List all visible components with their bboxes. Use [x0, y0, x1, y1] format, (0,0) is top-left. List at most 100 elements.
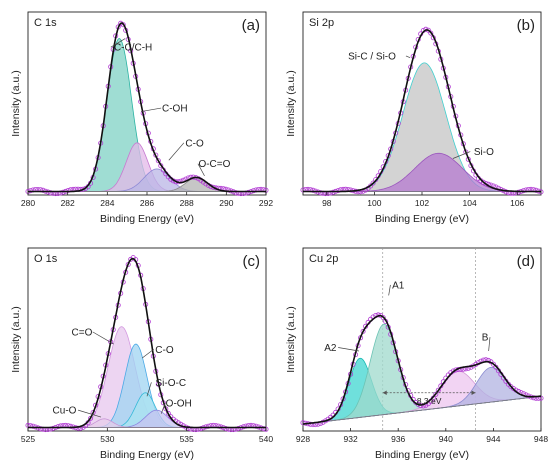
x-tick-label-0: 525 [21, 434, 35, 444]
peak-label-0: C-C/C-H [114, 43, 152, 54]
data-point-52 [155, 158, 161, 164]
background-line [302, 395, 542, 425]
peak-label-1: Si-O [474, 147, 494, 158]
data-point-19 [348, 187, 354, 193]
data-point-83 [233, 190, 239, 196]
x-tick-label-5: 290 [219, 198, 233, 208]
x-axis-label: Binding Energy (eV) [100, 213, 194, 225]
peak-leader-3 [160, 403, 166, 414]
peak-label-0: Si-C / Si-O [348, 51, 396, 62]
peak-leader-0 [405, 55, 411, 58]
y-axis-label: Intensity (a.u.) [285, 306, 297, 373]
data-point-76 [490, 361, 496, 367]
data-point-74 [210, 184, 216, 190]
xps-chart-c: 525 530 535 540 Binding Energy (eV) Intensity… [10, 247, 273, 461]
panel-letter: (d) [517, 253, 535, 270]
corner-label: Si 2p [309, 17, 334, 29]
peak-leader-0 [92, 331, 114, 345]
corner-label: O 1s [34, 253, 58, 265]
plot-frame [27, 247, 267, 432]
data-point-93 [533, 187, 539, 193]
peak-label-4: Cu-O [53, 406, 77, 417]
x-axis-label: Binding Energy (eV) [375, 213, 469, 225]
data-point-22 [80, 186, 86, 192]
peak-leader-2 [488, 337, 491, 352]
x-tick-label-2: 102 [415, 198, 429, 208]
y-axis-label: Intensity (a.u.) [285, 70, 297, 137]
x-tick-label-2: 936 [391, 434, 405, 444]
data-point-53 [433, 391, 439, 397]
peak-leader-2 [168, 142, 185, 161]
data-point-51 [428, 30, 434, 36]
x-tick-label-1: 530 [100, 434, 114, 444]
x-tick-label-2: 535 [180, 434, 194, 444]
data-point-0 [300, 420, 306, 426]
panel-letter: (c) [243, 253, 261, 270]
data-point-12 [55, 424, 61, 430]
data-point-10 [50, 425, 56, 431]
data-point-72 [480, 179, 486, 185]
panel-a: 280 282 284 286 288 290 292 Binding Energy (eV)… [0, 0, 275, 235]
panel-letter: (b) [517, 17, 535, 34]
x-tick-label-4: 288 [180, 198, 194, 208]
data-point-28 [370, 180, 376, 186]
peak-label-1: C-O [155, 345, 174, 356]
data-point-73 [483, 180, 489, 186]
x-tick-label-4: 944 [486, 434, 500, 444]
data-point-81 [503, 189, 509, 195]
x-tick-label-3: 286 [140, 198, 154, 208]
data-point-32 [380, 315, 386, 321]
data-point-88 [245, 189, 251, 195]
data-point-86 [515, 189, 521, 195]
peak-label-2: C-O [185, 138, 204, 149]
panel-letter: (a) [242, 17, 260, 34]
peak-label-3: O-C=O [198, 159, 230, 170]
peak-leader-3 [197, 163, 205, 177]
xps-chart-a: 280 282 284 286 288 290 292 Binding Energy (eV)… [10, 11, 273, 225]
xps-chart-d: 928 932 936 940 944 948 Binding Energy (eV) Int… [285, 247, 548, 461]
y-axis-label: Intensity (a.u.) [10, 70, 22, 137]
data-point-47 [418, 403, 424, 409]
peak-leader-1 [142, 348, 154, 359]
peak-label-0: C=O [72, 327, 93, 338]
data-point-16 [65, 187, 71, 193]
peak-label-2: Si-O-C [156, 378, 187, 389]
envelope-fit-line [28, 22, 266, 193]
energy-span-arrow-left [382, 390, 387, 395]
data-point-61 [453, 367, 459, 373]
envelope-fit-line [28, 257, 266, 429]
peak-leader-4 [77, 409, 102, 418]
x-axis-label: Binding Energy (eV) [100, 449, 194, 461]
data-point-79 [223, 426, 229, 432]
x-axis-label: Binding Energy (eV) [375, 449, 469, 461]
corner-label: Cu 2p [309, 253, 338, 265]
peak-label-1: C-OH [162, 104, 188, 115]
data-point-64 [185, 425, 191, 431]
data-point-6 [40, 187, 46, 193]
data-point-14 [335, 188, 341, 194]
envelope-fit-line [303, 29, 541, 193]
xps-chart-b: 98 100 102 104 106 Binding Energy (eV) Intensi… [285, 11, 544, 225]
x-tick-label-3: 540 [259, 434, 273, 444]
data-point-3 [308, 421, 314, 427]
corner-label: C 1s [34, 17, 57, 29]
panel-d: 928 932 936 940 944 948 Binding Energy (eV) Int… [275, 236, 550, 471]
x-tick-label-0: 928 [296, 434, 310, 444]
peak-label-2: B [482, 333, 489, 344]
x-tick-label-3: 104 [463, 198, 477, 208]
peak-leader-1 [338, 347, 359, 352]
x-tick-label-0: 280 [21, 198, 35, 208]
data-point-17 [68, 423, 74, 429]
x-tick-label-1: 932 [344, 434, 358, 444]
x-tick-label-1: 282 [61, 198, 75, 208]
energy-span-label: 8.3 eV [417, 396, 442, 406]
x-tick-label-3: 940 [439, 434, 453, 444]
data-point-69 [198, 426, 204, 432]
peak-leader-0 [388, 284, 391, 296]
peak-leader-1 [452, 151, 471, 159]
y-axis-label: Intensity (a.u.) [10, 306, 22, 373]
x-tick-label-1: 100 [367, 198, 381, 208]
x-tick-label-0: 98 [322, 198, 332, 208]
x-tick-label-6: 292 [259, 198, 273, 208]
data-point-54 [435, 387, 441, 393]
